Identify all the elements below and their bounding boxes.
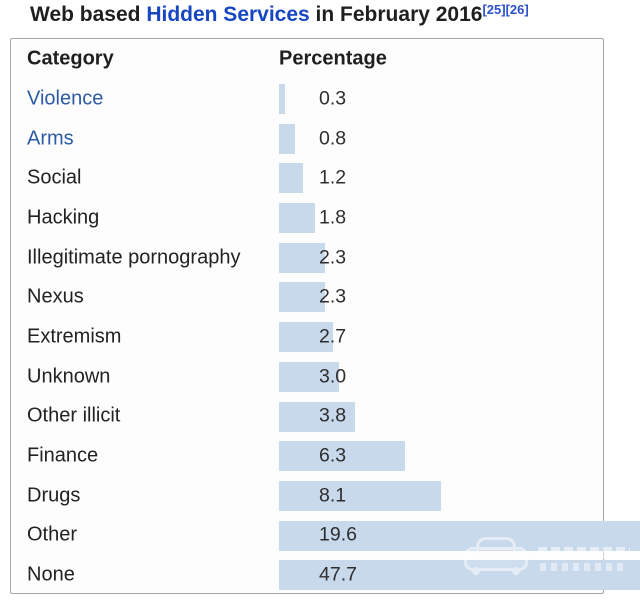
percentage-value: 0.3 [319,87,347,110]
category-label: Social [27,166,82,189]
percentage-bar [279,242,325,273]
category-label: Drugs [27,484,81,507]
percentage-value: 1.2 [319,166,347,189]
percentage-bar [279,163,303,194]
table-row: Social 1.2 [11,158,603,198]
page-title: Web based Hidden Services in February 20… [30,2,529,27]
percentage-bar [279,123,295,154]
table-row: Drugs 8.1 [11,476,603,516]
percentage-bar [279,401,355,432]
category-link[interactable]: Violence [27,87,104,110]
table-body: Violence 0.3 Arms 0.8 Social 1.2 Hacking 1.8 Ill… [11,79,640,595]
table-row: Unknown 3.0 [11,357,603,397]
table-header-row: Category Percentage [11,39,603,79]
percentage-bar [279,560,640,591]
category-label: Finance [27,444,99,467]
reference-26-link[interactable]: [26] [505,2,529,17]
table-row: None 47.7 [11,555,640,595]
column-header-category: Category [27,47,114,70]
column-header-percentage: Percentage [279,47,387,70]
percentage-bar [279,282,325,313]
title-hidden-services-link[interactable]: Hidden Services [146,3,310,26]
percentage-value: 1.8 [319,206,347,229]
table-row: Violence 0.3 [11,79,603,119]
category-link[interactable]: Arms [27,127,74,150]
table-row: Hacking 1.8 [11,198,603,238]
percentage-bar [279,520,640,551]
table-row: Arms 0.8 [11,119,603,159]
percentage-value: 2.3 [319,246,347,269]
table-row: Finance 6.3 [11,436,603,476]
percentage-bar [279,84,285,114]
percentage-value: 2.7 [319,325,347,348]
percentage-value: 3.0 [319,365,347,388]
title-suffix: in February 2016 [309,3,483,26]
category-label: Nexus [27,285,84,308]
category-label: Other illicit [27,404,121,427]
category-label: Hacking [27,206,100,229]
percentage-value: 6.3 [319,444,347,467]
table-row: Extremism 2.7 [11,317,603,357]
title-prefix: Web based [30,3,147,26]
category-label: Unknown [27,365,111,388]
table-row: Other 19.6 [11,516,640,556]
percentage-bar [279,203,315,234]
table-row: Other illicit 3.8 [11,397,603,437]
percentage-bar [279,361,339,392]
hidden-services-table: Category Percentage Violence 0.3 Arms 0.8 So… [10,38,640,595]
percentage-value: 8.1 [319,484,347,507]
category-label: Other [27,523,78,546]
percentage-value: 2.3 [319,285,347,308]
category-label: Illegitimate pornography [27,246,241,269]
category-label: Extremism [27,325,122,348]
table-row: Illegitimate pornography 2.3 [11,238,603,278]
percentage-bar [279,480,441,511]
table-row: Nexus 2.3 [11,277,603,317]
percentage-value: 19.6 [319,523,357,546]
percentage-bar [279,441,405,472]
percentage-value: 0.8 [319,127,347,150]
category-label: None [27,563,75,586]
percentage-value: 3.8 [319,404,347,427]
reference-25-link[interactable]: [25] [482,2,506,17]
percentage-value: 47.7 [319,563,357,586]
percentage-bar [279,322,333,353]
